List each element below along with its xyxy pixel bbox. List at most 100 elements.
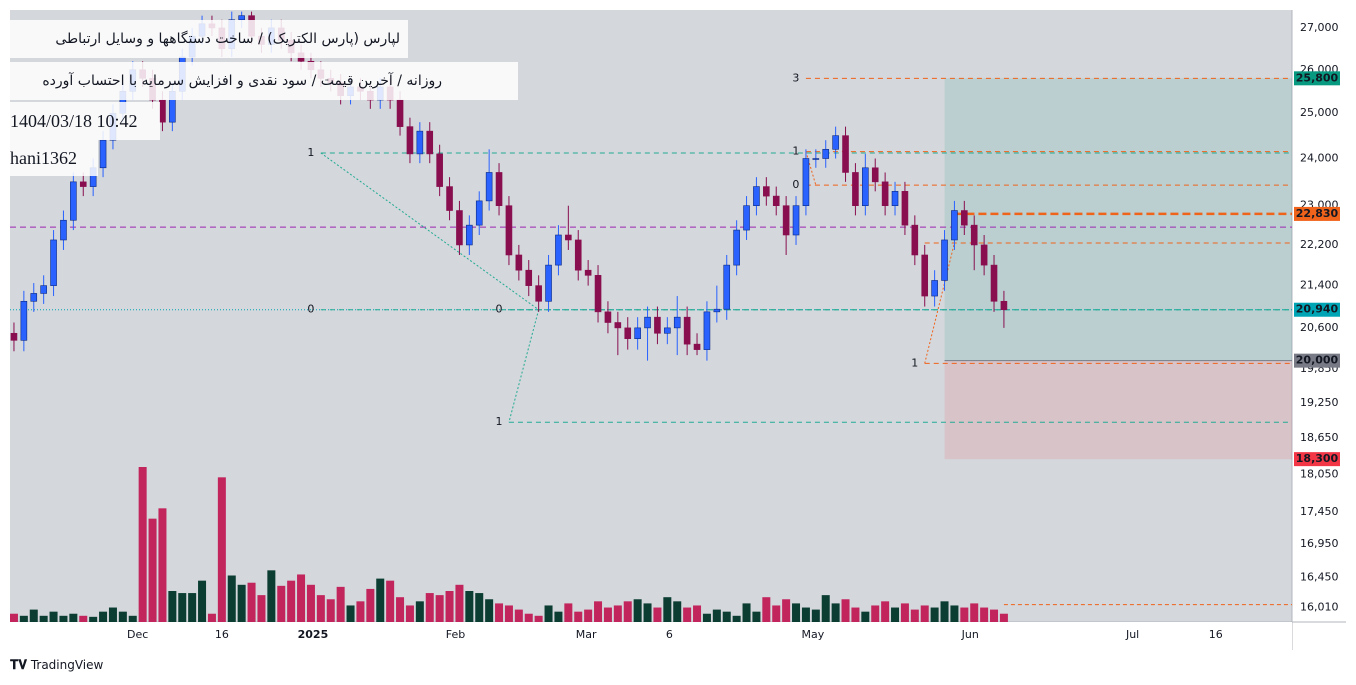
volume-bar	[801, 607, 810, 622]
loss-zone	[944, 360, 1292, 460]
y-tick-label: 25,000	[1300, 106, 1339, 119]
volume-bar	[445, 591, 454, 622]
volume-bar	[69, 613, 78, 622]
candle-body	[446, 186, 453, 211]
candle-body	[812, 158, 820, 160]
candle-body	[772, 195, 780, 206]
volume-bar	[158, 508, 167, 622]
candle-body	[525, 269, 533, 286]
candle-body	[931, 280, 938, 297]
price-axis	[1292, 10, 1346, 650]
candle-body	[555, 234, 562, 266]
volume-bar	[643, 603, 652, 622]
x-tick-label: 16	[215, 628, 229, 641]
candle-body	[644, 316, 651, 329]
volume-bar	[772, 605, 781, 622]
volume-bar	[485, 599, 494, 622]
candle-body	[713, 308, 721, 313]
volume-bar	[495, 603, 504, 622]
volume-bar	[138, 467, 147, 622]
y-tick-label: 16,450	[1300, 570, 1339, 583]
candle-body	[436, 153, 443, 187]
price-label-box	[1294, 71, 1340, 86]
volume-bar	[287, 580, 296, 622]
volume-bar	[999, 613, 1008, 622]
level-label: 1	[307, 146, 314, 159]
volume-bar	[79, 615, 88, 622]
candle-body	[99, 139, 107, 169]
volume-bar	[910, 609, 919, 622]
price-label: 22,830	[1296, 207, 1339, 220]
volume-bar	[396, 597, 405, 622]
volume-bar	[118, 611, 127, 622]
candle-body	[753, 186, 760, 206]
candle-body	[980, 244, 988, 266]
volume-bar	[227, 575, 236, 622]
volume-bar	[782, 599, 791, 622]
candle-body	[574, 239, 582, 271]
volume-bar	[524, 613, 533, 622]
volume-bar	[257, 595, 266, 622]
candle-body	[40, 285, 47, 294]
trend-line	[320, 152, 539, 311]
volume-bar	[980, 607, 989, 622]
volume-bar	[891, 607, 900, 622]
volume-bar	[188, 593, 197, 622]
volume-bar	[435, 595, 444, 622]
candle-body	[614, 322, 622, 329]
volume-bar	[217, 477, 226, 622]
volume-bar	[940, 601, 949, 622]
candle-body	[545, 264, 552, 302]
price-label-box	[1294, 353, 1340, 368]
volume-bar	[415, 601, 424, 622]
volume-bar	[742, 603, 751, 622]
volume-bar	[712, 609, 721, 622]
volume-bar	[277, 585, 286, 622]
candle-body	[881, 181, 889, 206]
volume-bar	[683, 607, 692, 622]
candle-body	[921, 254, 929, 297]
candle-body	[426, 130, 434, 155]
candle-body	[852, 172, 859, 206]
candle-body	[951, 210, 958, 241]
volume-bar	[613, 605, 622, 622]
volume-bar	[247, 582, 256, 622]
candle-body	[535, 285, 542, 302]
volume-bar	[465, 591, 474, 622]
x-tick-label: Jun	[961, 628, 979, 641]
candle-body	[822, 149, 830, 159]
volume-bar	[39, 615, 48, 622]
volume-bar	[455, 584, 464, 622]
candle-body	[990, 264, 998, 302]
volume-bar	[732, 615, 741, 622]
trend-line	[805, 151, 817, 186]
candle-body	[911, 224, 919, 256]
candle-body	[673, 316, 681, 329]
x-tick-label: Dec	[127, 628, 148, 641]
volume-bar	[821, 595, 830, 622]
candle-body	[584, 269, 592, 276]
volume-bar	[425, 593, 434, 622]
price-label: 18,300	[1296, 452, 1339, 465]
x-tick-label: Feb	[446, 628, 465, 641]
volume-bar	[792, 603, 801, 622]
volume-bar	[89, 616, 98, 622]
volume-bar	[346, 605, 355, 622]
candle-body	[871, 167, 879, 183]
price-label: 25,800	[1296, 71, 1339, 84]
volume-bar	[356, 601, 365, 622]
y-tick-label: 20,600	[1300, 321, 1339, 334]
subtitle: روزانه / آخرین قیمت / سود نقدی و افزایش …	[10, 62, 518, 100]
price-label: 20,000	[1296, 354, 1339, 367]
candle-body	[515, 254, 523, 271]
volume-bar	[207, 613, 216, 622]
candle-body	[624, 327, 632, 339]
candle-body	[505, 205, 513, 256]
volume-bar	[574, 611, 583, 622]
level-label: 3	[792, 71, 799, 84]
volume-bar	[475, 593, 484, 622]
volume-bar	[178, 593, 187, 622]
volume-bar	[237, 584, 246, 622]
volume-bar	[633, 599, 642, 622]
